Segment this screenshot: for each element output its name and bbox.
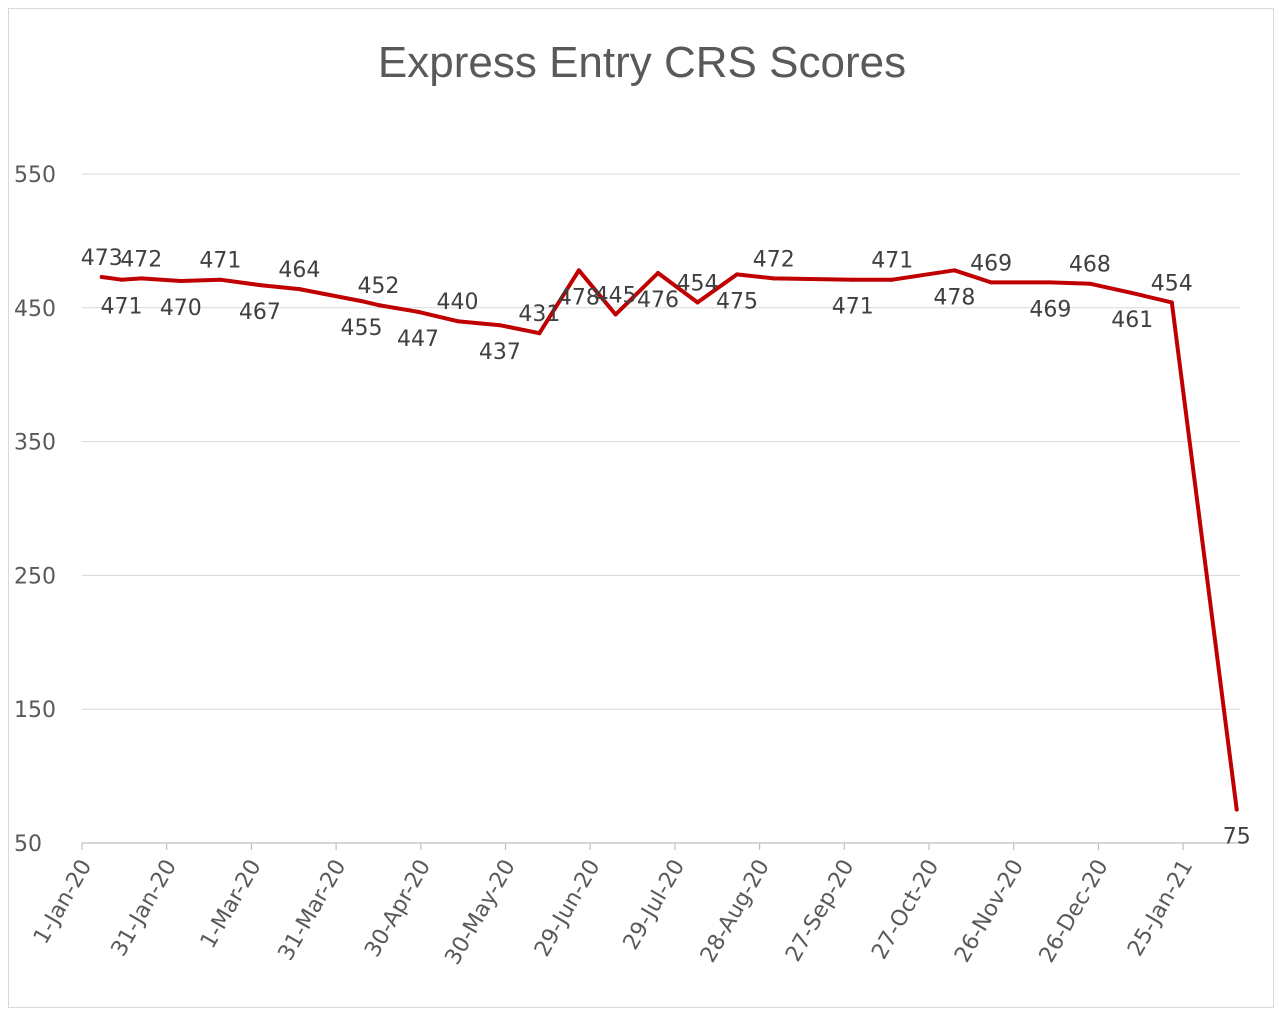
chart-frame: [8, 8, 1274, 1008]
data-point: [359, 299, 364, 304]
data-point: [1169, 300, 1174, 305]
data-point: [695, 300, 700, 305]
data-label: 467: [239, 300, 281, 325]
data-label: 471: [101, 295, 143, 320]
x-tick-label: 29-Jun-20: [530, 856, 605, 962]
data-point: [297, 287, 302, 292]
y-tick-label: 550: [14, 163, 56, 188]
data-label: 478: [558, 285, 600, 310]
data-label: 471: [871, 249, 913, 274]
data-point: [376, 303, 381, 308]
x-tick-label: 27-Sep-20: [781, 856, 859, 967]
x-tick-label: 30-May-20: [441, 856, 521, 970]
data-label: 475: [716, 289, 758, 314]
data-point: [99, 275, 104, 280]
x-tick-label: 26-Dec-20: [1035, 856, 1114, 968]
data-point: [139, 276, 144, 281]
data-label: 471: [199, 249, 241, 274]
x-tick-label: 1-Mar-20: [196, 856, 267, 953]
data-point: [890, 277, 895, 282]
data-point: [952, 268, 957, 273]
data-point: [455, 319, 460, 324]
data-point: [771, 276, 776, 281]
data-label: 472: [120, 247, 162, 272]
data-label: 471: [832, 295, 874, 320]
data-point: [119, 277, 124, 282]
x-tick-label: 31-Jan-20: [107, 856, 182, 961]
data-point: [735, 272, 740, 277]
data-point: [497, 323, 502, 328]
data-label: 75: [1223, 825, 1251, 850]
data-label: 445: [595, 283, 637, 308]
data-label: 440: [437, 290, 479, 315]
data-point: [613, 312, 618, 317]
data-point: [415, 309, 420, 314]
data-point: [655, 271, 660, 276]
data-label: 437: [479, 340, 521, 365]
x-tick-label: 30-Apr-20: [360, 856, 436, 962]
x-tick-label: 26-Nov-20: [950, 855, 1029, 966]
data-label: 464: [278, 258, 320, 283]
y-tick-label: 50: [14, 832, 42, 857]
x-tick-label: 28-Aug-20: [696, 856, 775, 968]
x-tick-label: 27-Oct-20: [867, 856, 944, 964]
data-label: 468: [1069, 253, 1111, 278]
data-point: [850, 277, 855, 282]
data-label: 478: [933, 285, 975, 310]
series-line: [99, 268, 1239, 812]
data-label: 452: [357, 274, 399, 299]
data-label: 461: [1111, 308, 1153, 333]
data-label: 447: [397, 327, 439, 352]
y-tick-label: 150: [14, 698, 56, 723]
data-point: [576, 268, 581, 273]
data-point: [1087, 281, 1092, 286]
data-label: 473: [81, 246, 123, 271]
x-tick-label: 25-Jan-21: [1123, 856, 1198, 961]
data-label: 454: [1151, 271, 1193, 296]
data-label: 455: [341, 316, 383, 341]
data-point: [178, 279, 183, 284]
data-label: 476: [637, 288, 679, 313]
x-tick-label: 29-Jul-20: [619, 856, 690, 955]
y-tick-label: 350: [14, 431, 56, 456]
data-label: 454: [676, 271, 718, 296]
chart-title: Express Entry CRS Scores: [377, 38, 907, 87]
data-label: 472: [753, 247, 795, 272]
data-label: 470: [160, 296, 202, 321]
x-tick-label: 31-Mar-20: [274, 856, 352, 965]
data-point: [1048, 280, 1053, 285]
data-point: [537, 331, 542, 336]
data-point: [218, 277, 223, 282]
data-point: [1234, 807, 1239, 812]
data-label: 431: [518, 302, 560, 327]
data-point: [257, 283, 262, 288]
data-point: [1130, 291, 1135, 296]
data-label: 469: [970, 251, 1012, 276]
y-tick-label: 450: [14, 297, 56, 322]
x-tick-label: 1-Jan-20: [29, 856, 97, 949]
y-tick-label: 250: [14, 564, 56, 589]
data-label: 469: [1029, 297, 1071, 322]
data-point: [989, 280, 994, 285]
